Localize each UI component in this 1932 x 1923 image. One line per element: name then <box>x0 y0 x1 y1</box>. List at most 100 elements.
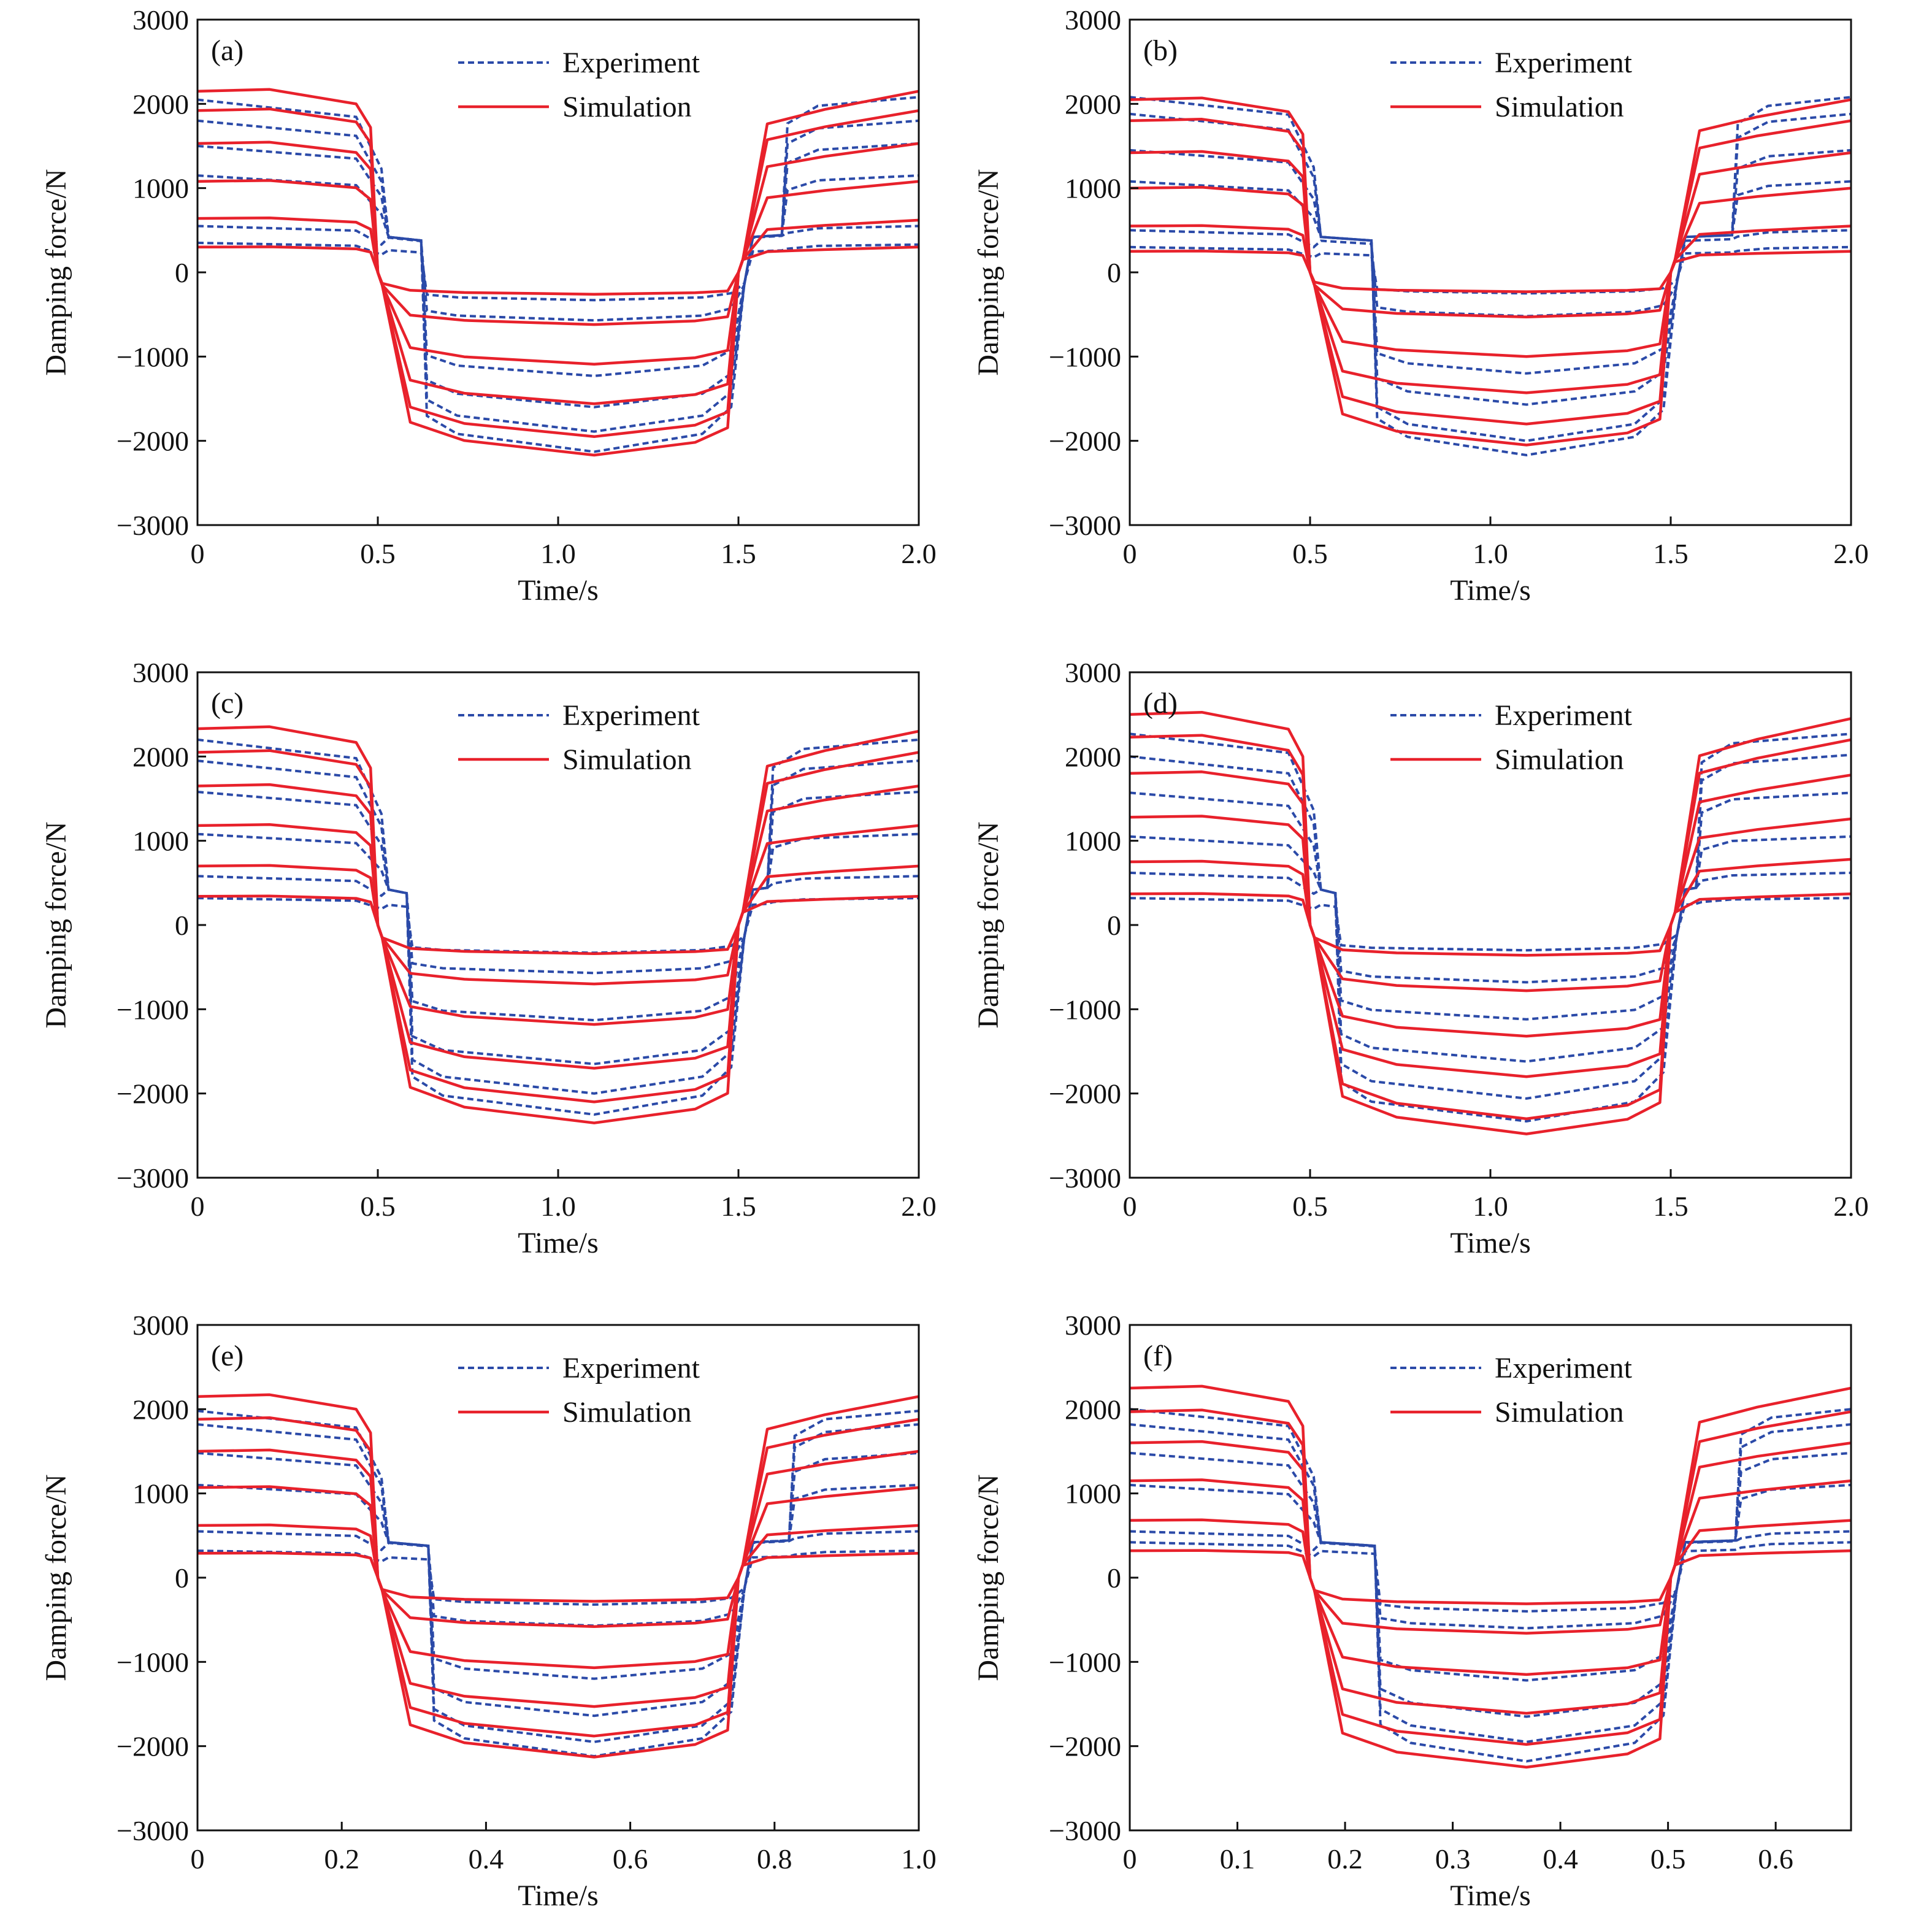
y-tick-label: 2000 <box>132 88 189 120</box>
x-axis-label: Time/s <box>1450 574 1531 607</box>
y-tick-label: −2000 <box>1049 1078 1121 1110</box>
y-axis-label: Damping force/N <box>972 821 1005 1028</box>
simulation-curve <box>197 864 919 986</box>
simulation-curve <box>1130 150 1851 394</box>
simulation-curve <box>197 1485 919 1670</box>
y-tick-label: −3000 <box>1049 1815 1121 1846</box>
y-tick-label: −2000 <box>117 1731 189 1762</box>
experiment-curve <box>1130 1530 1851 1630</box>
x-tick-label: 2.0 <box>1833 538 1869 569</box>
y-tick-label: 3000 <box>132 1310 189 1341</box>
y-tick-label: −1000 <box>1049 994 1121 1025</box>
y-tick-label: −3000 <box>117 1815 189 1846</box>
y-tick-label: 0 <box>1107 257 1121 288</box>
experiment-curve <box>1130 753 1851 1100</box>
experiment-curve <box>197 96 919 453</box>
legend-simulation-label: Simulation <box>562 1396 692 1429</box>
simulation-curve <box>197 178 919 366</box>
simulation-curve <box>197 749 919 1104</box>
x-tick-label: 0.5 <box>1650 1843 1686 1875</box>
x-axis-label: Time/s <box>518 574 599 607</box>
panel-label: (f) <box>1143 1340 1173 1372</box>
simulation-curve <box>197 725 919 1124</box>
experiment-curve <box>197 1451 919 1718</box>
simulation-curve <box>1130 858 1851 992</box>
legend-experiment-label: Experiment <box>562 1352 700 1384</box>
y-axis-label: Damping force/N <box>40 821 72 1028</box>
simulation-curve <box>1130 186 1851 358</box>
x-tick-label: 1.5 <box>1653 538 1689 569</box>
x-tick-label: 0 <box>1123 1191 1137 1222</box>
simulation-curve <box>1130 1384 1851 1769</box>
y-tick-label: 2000 <box>1065 741 1121 772</box>
experiment-curve <box>197 738 919 1116</box>
experiment-curve <box>197 1423 919 1743</box>
y-tick-label: −3000 <box>1049 510 1121 541</box>
x-tick-label: 0 <box>191 1191 205 1222</box>
experiment-curve <box>1130 180 1851 375</box>
simulation-curve <box>197 1448 919 1708</box>
y-tick-label: 1000 <box>132 173 189 204</box>
x-tick-label: 0.1 <box>1220 1843 1255 1875</box>
y-tick-label: 1000 <box>1065 173 1121 204</box>
y-tick-label: 0 <box>1107 910 1121 941</box>
legend-experiment-label: Experiment <box>1495 1352 1633 1384</box>
y-tick-label: 3000 <box>132 657 189 688</box>
panel-label: (d) <box>1143 687 1178 720</box>
panel-label: (e) <box>211 1340 243 1372</box>
y-tick-label: 3000 <box>132 4 189 36</box>
y-tick-label: −2000 <box>1049 426 1121 457</box>
simulation-curve <box>197 1393 919 1759</box>
x-axis-label: Time/s <box>518 1227 599 1259</box>
y-tick-label: −3000 <box>117 1162 189 1194</box>
x-axis-label: Time/s <box>1450 1227 1531 1259</box>
plot-frame <box>196 671 920 1179</box>
simulation-curve <box>197 140 919 405</box>
experiment-curve <box>197 225 919 322</box>
x-tick-label: 0 <box>1123 538 1137 569</box>
x-tick-label: 0.5 <box>1292 1191 1328 1222</box>
y-tick-label: 0 <box>175 1562 189 1594</box>
simulation-curve <box>1130 1549 1851 1605</box>
y-axis-label: Damping force/N <box>40 1474 72 1681</box>
y-tick-label: −3000 <box>1049 1162 1121 1194</box>
y-tick-label: 2000 <box>132 741 189 772</box>
simulation-curve <box>197 894 919 955</box>
experiment-curve <box>1130 871 1851 984</box>
simulation-curve <box>1130 815 1851 1038</box>
simulation-curve <box>1130 1518 1851 1635</box>
simulation-curve <box>1130 710 1851 1135</box>
y-tick-label: 3000 <box>1065 657 1121 688</box>
simulation-curve <box>1130 1440 1851 1715</box>
simulation-curve <box>1130 1408 1851 1746</box>
y-tick-label: −1000 <box>117 1646 189 1678</box>
experiment-curve <box>1130 96 1851 457</box>
x-tick-label: 0.5 <box>360 1191 396 1222</box>
y-tick-label: 3000 <box>1065 1310 1121 1341</box>
simulation-curve <box>1130 892 1851 957</box>
simulation-curve <box>197 245 919 296</box>
x-tick-label: 0.4 <box>1543 1843 1578 1875</box>
simulation-curve <box>1130 118 1851 426</box>
experiment-curve <box>197 1530 919 1627</box>
y-tick-label: −1000 <box>1049 1646 1121 1678</box>
y-tick-label: −1000 <box>117 994 189 1025</box>
experiment-curve <box>197 142 919 409</box>
x-tick-label: 1.5 <box>721 1191 756 1222</box>
x-tick-label: 2.0 <box>901 1191 937 1222</box>
y-tick-label: −2000 <box>117 426 189 457</box>
simulation-curve <box>1130 734 1851 1121</box>
x-tick-label: 0.8 <box>757 1843 792 1875</box>
x-tick-label: 1.0 <box>901 1843 937 1875</box>
legend-simulation-label: Simulation <box>562 743 692 776</box>
y-tick-label: 0 <box>175 257 189 288</box>
simulation-curve <box>1130 224 1851 319</box>
experiment-curve <box>1130 148 1851 406</box>
experiment-curve <box>197 832 919 1022</box>
x-tick-label: 1.5 <box>721 538 756 569</box>
y-tick-label: 2000 <box>132 1394 189 1425</box>
simulation-curve <box>197 107 919 439</box>
